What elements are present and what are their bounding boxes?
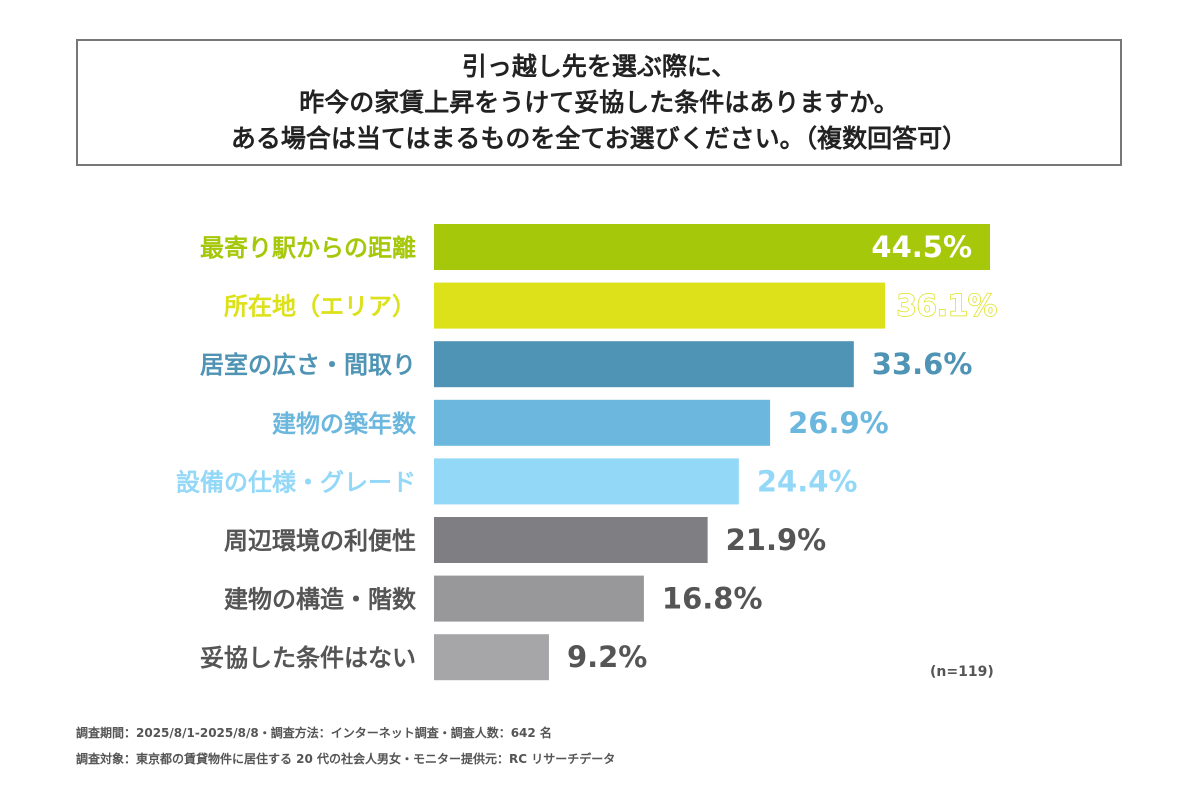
title-line-3: ある場合は当てはまるものを全てお選びください。（複数回答可） — [230, 123, 968, 153]
title-line-2: 昨今の家賃上昇をうけて妥協した条件はありますか。 — [299, 87, 899, 117]
bar — [434, 399, 771, 446]
value-label: 24.4% — [757, 464, 858, 498]
chart-title: 引っ越し先を選ぶ際に、 昨今の家賃上昇をうけて妥協した条件はありますか。 ある場… — [76, 39, 1122, 166]
value-label: 26.9% — [788, 406, 889, 440]
category-label: 居室の広さ・間取り — [200, 351, 416, 379]
category-label: 最寄り駅からの距離 — [200, 234, 416, 262]
bar — [434, 634, 549, 681]
category-label: 設備の仕様・グレード — [176, 468, 416, 496]
bar — [434, 282, 886, 329]
category-label: 建物の築年数 — [272, 410, 417, 438]
bar — [434, 575, 644, 622]
sample-size-annotation: (n=119) — [930, 664, 994, 680]
category-label: 周辺環境の利便性 — [224, 527, 416, 555]
footer-survey-target: 調査対象：東京都の賃貸物件に居住する 20 代の社会人男女・モニター提供元：RC… — [76, 752, 616, 766]
value-label: 16.8% — [662, 582, 763, 616]
value-label: 44.5% — [871, 230, 972, 264]
footer-survey-period: 調査期間：2025/8/1-2025/8/8・調査方法：インターネット調査・調査… — [76, 726, 552, 740]
category-label: 妥協した条件はない — [200, 644, 416, 672]
value-label: 36.1% — [896, 289, 997, 323]
value-label: 33.6% — [872, 347, 973, 381]
category-label: 所在地（エリア） — [224, 293, 416, 321]
value-label: 21.9% — [726, 523, 827, 557]
category-label: 建物の構造・階数 — [224, 586, 417, 614]
bar — [434, 517, 708, 563]
value-label: 9.2% — [567, 640, 647, 674]
bar — [434, 224, 990, 270]
bar — [434, 341, 854, 388]
bar — [434, 458, 739, 505]
title-line-1: 引っ越し先を選ぶ際に、 — [461, 51, 737, 81]
